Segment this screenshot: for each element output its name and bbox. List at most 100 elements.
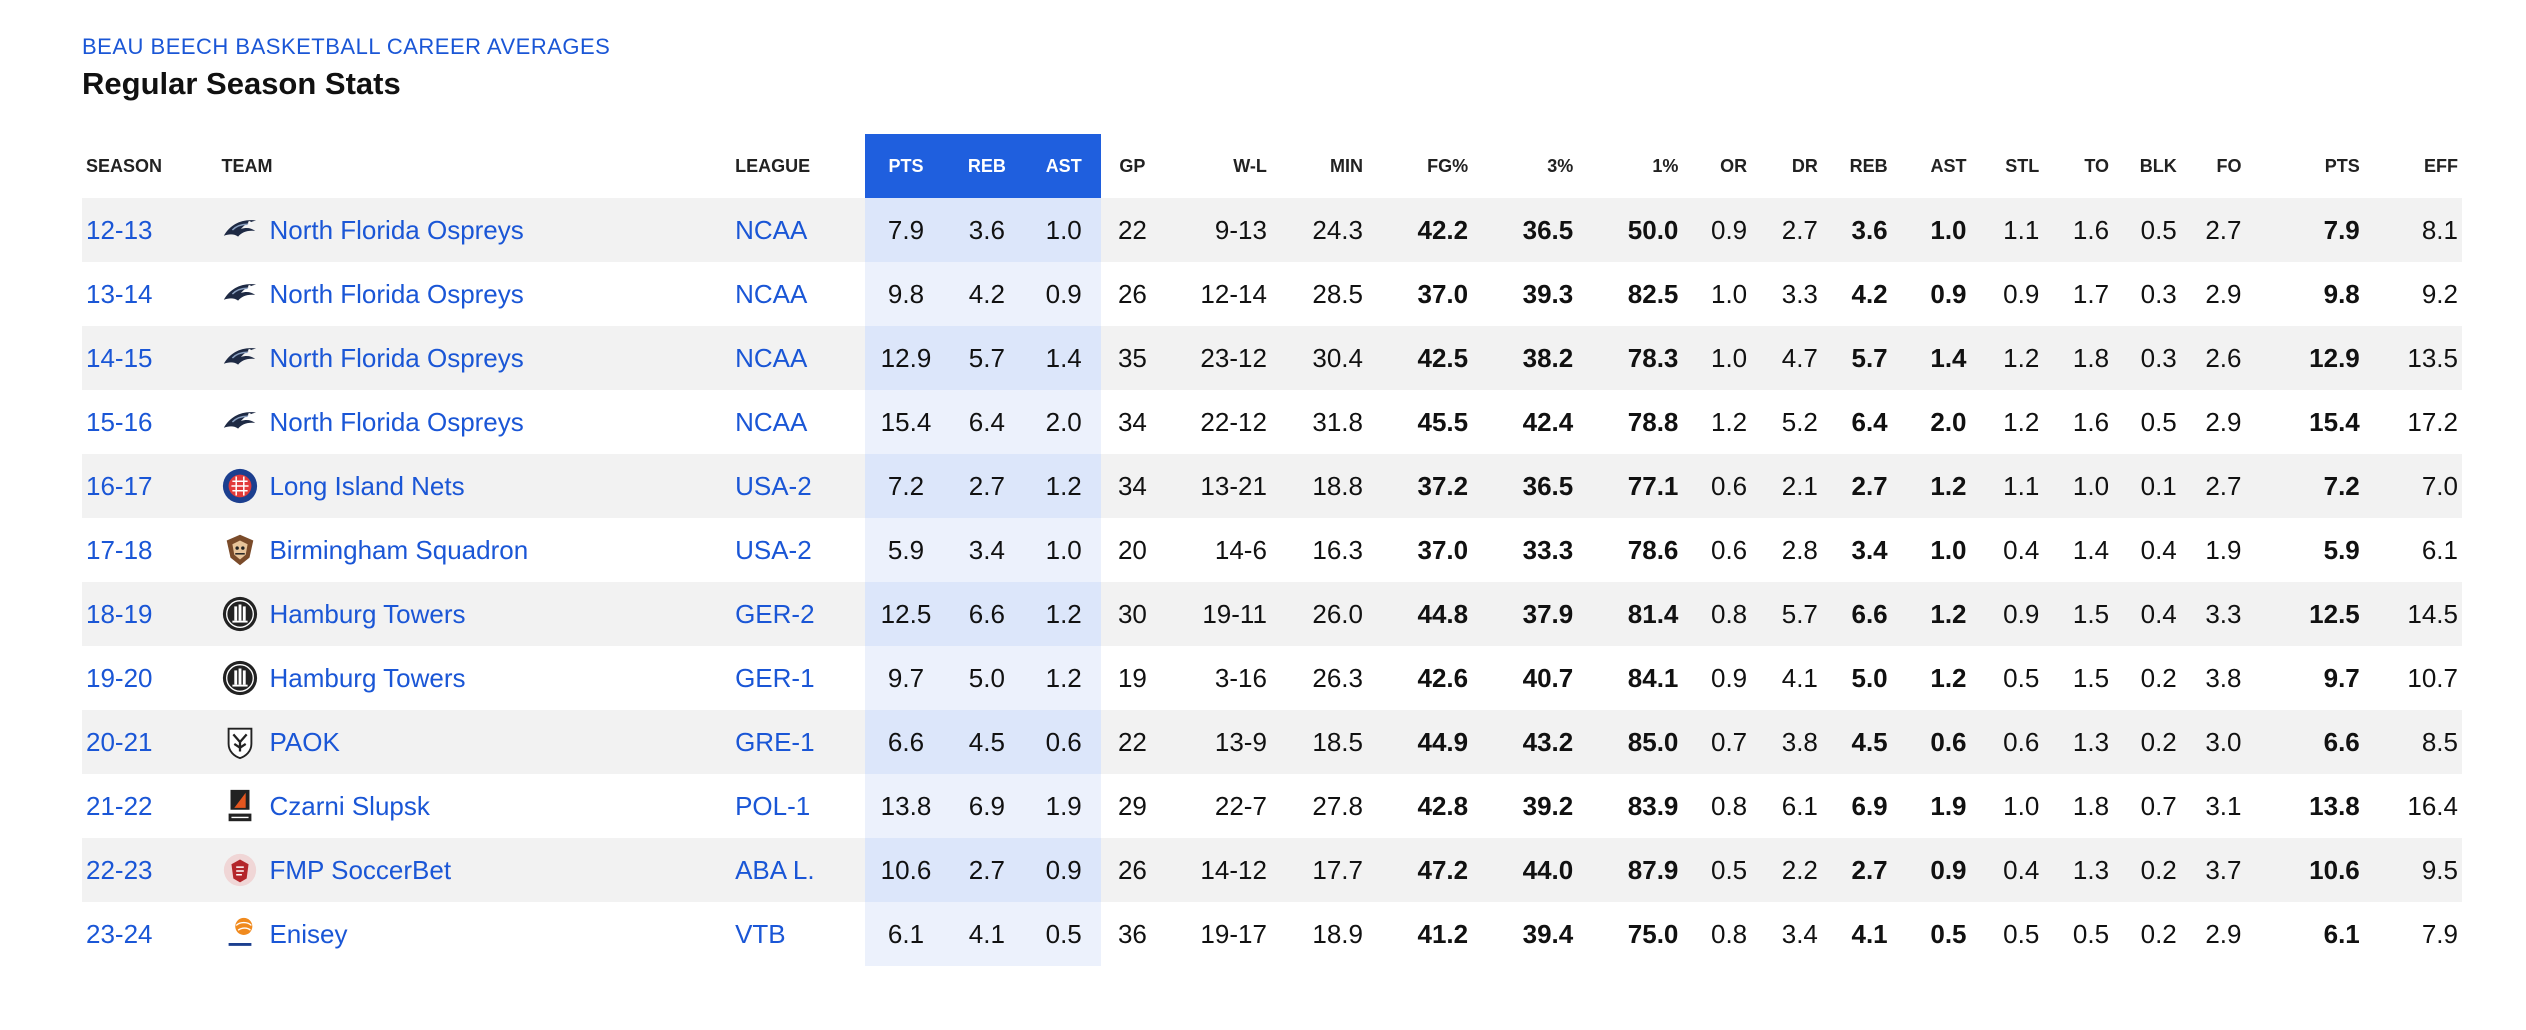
col-header-league[interactable]: LEAGUE — [735, 155, 811, 176]
cell-ast: 0.5 — [1891, 902, 1971, 966]
cell-wl: 19-17 — [1163, 902, 1271, 966]
team-link[interactable]: North Florida Ospreys — [269, 278, 524, 309]
team-link[interactable]: North Florida Ospreys — [269, 406, 524, 437]
league-link[interactable]: VTB — [735, 918, 786, 949]
team-link[interactable]: Enisey — [269, 918, 348, 949]
season-link[interactable]: 16-17 — [86, 470, 153, 501]
cell-or: 0.9 — [1682, 198, 1752, 262]
league-link[interactable]: NCAA — [735, 406, 808, 437]
cell-pts-hl: 6.1 — [864, 902, 948, 966]
cell-reb-hl: 3.4 — [947, 518, 1027, 582]
cell-pts-hl: 6.6 — [864, 710, 948, 774]
col-header-three[interactable]: 3% — [1547, 155, 1574, 176]
season-link[interactable]: 14-15 — [86, 342, 153, 373]
col-header-season[interactable]: SEASON — [86, 155, 163, 176]
team-link[interactable]: Hamburg Towers — [269, 662, 466, 693]
team-link[interactable]: Hamburg Towers — [269, 598, 466, 629]
cell-stl: 1.2 — [1970, 390, 2044, 454]
cell-team: North Florida Ospreys — [217, 198, 732, 262]
cell-team: Czarni Slupsk — [217, 774, 732, 838]
cell-dr: 2.1 — [1751, 454, 1822, 518]
league-link[interactable]: NCAA — [735, 214, 808, 245]
team-link[interactable]: North Florida Ospreys — [269, 342, 524, 373]
col-header-ft[interactable]: 1% — [1652, 155, 1679, 176]
cell-pts: 15.4 — [2245, 390, 2364, 454]
cell-pts: 9.7 — [2245, 646, 2364, 710]
season-link[interactable]: 21-22 — [86, 790, 153, 821]
col-header-eff[interactable]: EFF — [2424, 155, 2458, 176]
cell-to: 1.0 — [2043, 454, 2114, 518]
team-link[interactable]: Birmingham Squadron — [269, 534, 529, 565]
league-link[interactable]: USA-2 — [735, 534, 812, 565]
team-link[interactable]: Czarni Slupsk — [269, 790, 430, 821]
cell-stl: 1.1 — [1970, 454, 2044, 518]
team-link[interactable]: Long Island Nets — [269, 470, 465, 501]
cell-ast-hl: 1.9 — [1026, 774, 1102, 838]
cell-gp: 34 — [1101, 454, 1164, 518]
cell-eff: 7.0 — [2363, 454, 2462, 518]
league-link[interactable]: NCAA — [735, 342, 808, 373]
col-header-fg[interactable]: FG% — [1427, 155, 1469, 176]
col-header-ast-highlight[interactable]: AST — [1026, 134, 1102, 198]
col-header-reb[interactable]: REB — [1849, 155, 1888, 176]
cell-blk: 0.2 — [2113, 902, 2181, 966]
team-link[interactable]: North Florida Ospreys — [269, 214, 524, 245]
col-header-dr[interactable]: DR — [1791, 155, 1818, 176]
col-header-gp[interactable]: GP — [1119, 155, 1146, 176]
col-header-reb-highlight[interactable]: REB — [947, 134, 1027, 198]
col-header-stl[interactable]: STL — [2005, 155, 2040, 176]
col-header-to[interactable]: TO — [2084, 155, 2110, 176]
col-header-ast[interactable]: AST — [1930, 155, 1967, 176]
league-link[interactable]: GER-1 — [735, 662, 815, 693]
cell-fo: 2.9 — [2180, 262, 2246, 326]
cell-ast-hl: 0.9 — [1026, 262, 1102, 326]
cell-team: North Florida Ospreys — [217, 390, 732, 454]
cell-dr: 4.1 — [1751, 646, 1822, 710]
team-link[interactable]: FMP SoccerBet — [269, 854, 452, 885]
cell-stl: 1.0 — [1970, 774, 2044, 838]
cell-reb: 4.2 — [1821, 262, 1892, 326]
table-row: 20-21 PAOK GRE-1 6.6 4.5 0.6 22 13-9 18.5 44.9 43.… — [82, 710, 2462, 774]
season-link[interactable]: 12-13 — [86, 214, 153, 245]
col-header-pts[interactable]: PTS — [2324, 155, 2360, 176]
league-link[interactable]: NCAA — [735, 278, 808, 309]
league-link[interactable]: ABA L. — [735, 854, 815, 885]
cell-pts-hl: 15.4 — [864, 390, 948, 454]
season-link[interactable]: 13-14 — [86, 278, 153, 309]
season-link[interactable]: 20-21 — [86, 726, 153, 757]
col-header-or[interactable]: OR — [1720, 155, 1748, 176]
cell-pts: 6.6 — [2245, 710, 2364, 774]
cell-league: NCAA — [731, 198, 865, 262]
col-header-team[interactable]: TEAM — [221, 155, 273, 176]
season-link[interactable]: 22-23 — [86, 854, 153, 885]
cell-three: 42.4 — [1472, 390, 1578, 454]
league-link[interactable]: USA-2 — [735, 470, 812, 501]
col-header-fo[interactable]: FO — [2216, 155, 2242, 176]
cell-blk: 0.1 — [2113, 454, 2181, 518]
col-header-pts-highlight[interactable]: PTS — [864, 134, 948, 198]
col-header-min[interactable]: MIN — [1329, 155, 1363, 176]
cell-to: 1.6 — [2043, 198, 2114, 262]
cell-or: 0.8 — [1682, 582, 1752, 646]
team-link[interactable]: PAOK — [269, 726, 340, 757]
cell-pts-hl: 5.9 — [864, 518, 948, 582]
col-header-wl[interactable]: W-L — [1233, 155, 1267, 176]
cell-wl: 14-6 — [1163, 518, 1271, 582]
season-link[interactable]: 23-24 — [86, 918, 153, 949]
table-row: 13-14 North Florida Ospreys NCAA 9.8 4.2 0.9 2… — [82, 262, 2462, 326]
stats-table: SEASON TEAM LEAGUE PTS REB AST GP W-L MI… — [82, 134, 2462, 966]
cell-reb-hl: 6.9 — [947, 774, 1027, 838]
cell-dr: 6.1 — [1751, 774, 1822, 838]
cell-blk: 0.3 — [2113, 326, 2181, 390]
league-link[interactable]: POL-1 — [735, 790, 811, 821]
season-link[interactable]: 17-18 — [86, 534, 153, 565]
season-link[interactable]: 19-20 — [86, 662, 153, 693]
cell-league: NCAA — [731, 390, 865, 454]
season-link[interactable]: 18-19 — [86, 598, 153, 629]
osprey-icon — [221, 275, 259, 313]
cell-season: 18-19 — [82, 582, 218, 646]
league-link[interactable]: GER-2 — [735, 598, 815, 629]
season-link[interactable]: 15-16 — [86, 406, 153, 437]
league-link[interactable]: GRE-1 — [735, 726, 815, 757]
col-header-blk[interactable]: BLK — [2139, 155, 2177, 176]
